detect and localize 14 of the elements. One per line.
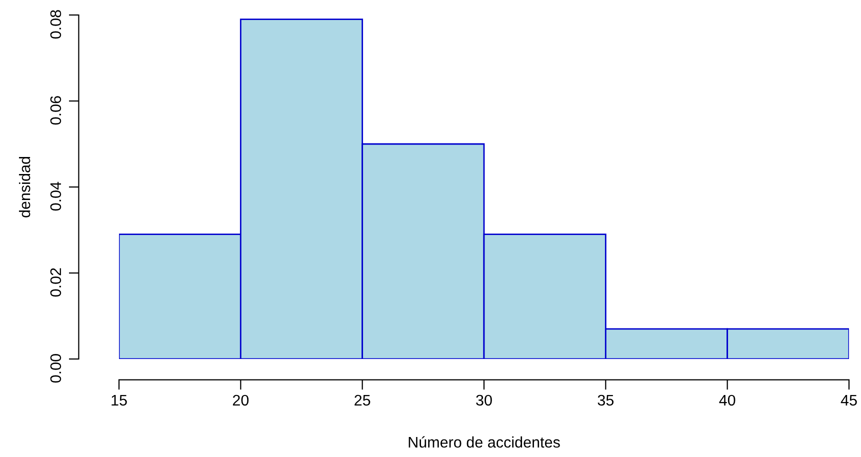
y-tick-label: 0.04 xyxy=(50,182,62,211)
y-tick-label: 0.08 xyxy=(50,10,62,39)
x-tick-label: 30 xyxy=(476,394,492,406)
x-axis-title: Número de accidentes xyxy=(408,436,560,448)
x-tick-label: 15 xyxy=(112,394,127,406)
y-tick-label: 0.00 xyxy=(50,354,62,383)
x-tick-label: 35 xyxy=(598,394,614,406)
x-tick-label: 40 xyxy=(719,394,736,406)
x-tick-label: 20 xyxy=(232,394,249,406)
x-tick-label: 25 xyxy=(354,394,370,406)
y-axis-title: densidad xyxy=(18,156,30,218)
y-tick-label: 0.02 xyxy=(50,268,62,297)
x-tick-label: 45 xyxy=(840,394,857,406)
y-tick-label: 0.06 xyxy=(50,96,62,125)
